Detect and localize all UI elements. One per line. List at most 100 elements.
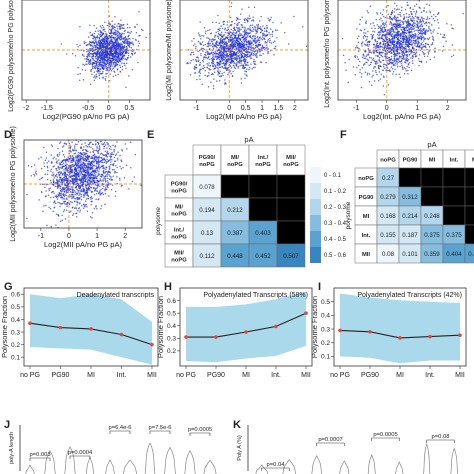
scatter-point (395, 25, 398, 27)
scatter-point (421, 19, 424, 21)
scatter-point (404, 51, 406, 54)
scatter-point (57, 214, 59, 216)
scatter-point (84, 142, 86, 144)
scatter-point (198, 75, 201, 77)
scatter-point (220, 58, 222, 60)
scatter-point (227, 38, 230, 41)
scatter-point (417, 34, 420, 36)
scatter-point (110, 28, 112, 31)
scatter-point (414, 44, 416, 46)
scatter-point (370, 57, 372, 59)
scatter-point (382, 34, 384, 37)
scatter-point (113, 169, 115, 171)
scatter-point (257, 39, 260, 41)
scatter-point (99, 67, 102, 70)
scatter-point (376, 24, 379, 26)
scatter-point (397, 31, 399, 34)
scatter-point (218, 55, 220, 57)
scatter-point (408, 28, 411, 30)
scatter-point (225, 36, 227, 38)
scatter-point (432, 37, 434, 39)
scatter-point (362, 41, 364, 43)
scatter-point (371, 76, 373, 78)
scatter-point (248, 6, 250, 8)
scatter-point (207, 57, 209, 60)
scatter-point (392, 24, 394, 26)
scatter-point (248, 41, 250, 44)
scatter-point (218, 22, 220, 25)
scatter-point (253, 6, 256, 8)
scatter-point (206, 75, 209, 77)
scatter-point (266, 52, 269, 54)
scatter-point (393, 57, 396, 59)
scatter-point (437, 22, 440, 24)
scatter-point (98, 149, 100, 152)
scatter-point (81, 54, 84, 56)
scatter-point (222, 50, 225, 52)
scatter-point (410, 17, 412, 20)
scatter-point (230, 2, 233, 4)
scatter-point (95, 36, 97, 39)
scatter-point (357, 50, 360, 52)
scatter-point (227, 46, 230, 49)
scatter-point (402, 55, 404, 58)
scatter-point (231, 21, 233, 23)
scatter-point (398, 61, 400, 63)
scatter-point (224, 27, 226, 29)
scatter-point (251, 26, 254, 29)
scatter-point (229, 70, 232, 72)
scatter-point (421, 23, 423, 25)
scatter-point (263, 46, 266, 49)
scatter-point (407, 21, 410, 23)
scatter-point (411, 43, 414, 45)
scatter-point (61, 163, 64, 166)
scatter-point (237, 27, 239, 29)
scatter-point (42, 210, 44, 212)
scatter-point (426, 16, 429, 18)
scatter-point (234, 52, 237, 54)
scatter-point (102, 55, 104, 57)
scatter-point (403, 47, 406, 50)
scatter-point (204, 32, 207, 34)
scatter-point (390, 47, 392, 49)
scatter-point (86, 55, 89, 58)
scatter-point (202, 56, 205, 58)
scatter-point (411, 62, 414, 65)
scatter-point (238, 61, 240, 64)
scatter-point (229, 24, 232, 26)
scatter-point (415, 10, 418, 12)
scatter-point (89, 24, 91, 26)
scatter-point (96, 43, 99, 46)
scatter-point (131, 41, 133, 43)
scatter-point (229, 36, 232, 39)
scatter-point (392, 61, 394, 64)
scatter-point (79, 25, 81, 28)
scatter-point (259, 26, 262, 28)
scatter-point (242, 46, 245, 49)
scatter-point (114, 29, 116, 31)
scatter-point (366, 10, 369, 12)
scatter-point (399, 11, 401, 14)
scatter-point (402, 68, 404, 70)
scatter-point (387, 84, 390, 86)
scatter-point (259, 61, 262, 63)
scatter-point (271, 35, 274, 37)
scatter-point (254, 46, 257, 49)
scatter-point (213, 63, 216, 66)
scatter-point (113, 61, 115, 63)
scatter-point (138, 11, 140, 13)
scatter-point (388, 61, 391, 63)
scatter-point (218, 58, 221, 61)
scatter-point (145, 36, 147, 39)
scatter-point (407, 16, 410, 18)
scatter-point (382, 51, 384, 54)
scatter-point (125, 86, 127, 88)
scatter-point (392, 71, 395, 73)
scatter-point (243, 55, 246, 58)
scatter-point (119, 66, 122, 68)
scatter-point (73, 152, 75, 155)
scatter-point (422, 43, 425, 46)
scatter-point (387, 48, 390, 50)
scatter-point (120, 57, 123, 59)
scatter-point (216, 47, 218, 49)
